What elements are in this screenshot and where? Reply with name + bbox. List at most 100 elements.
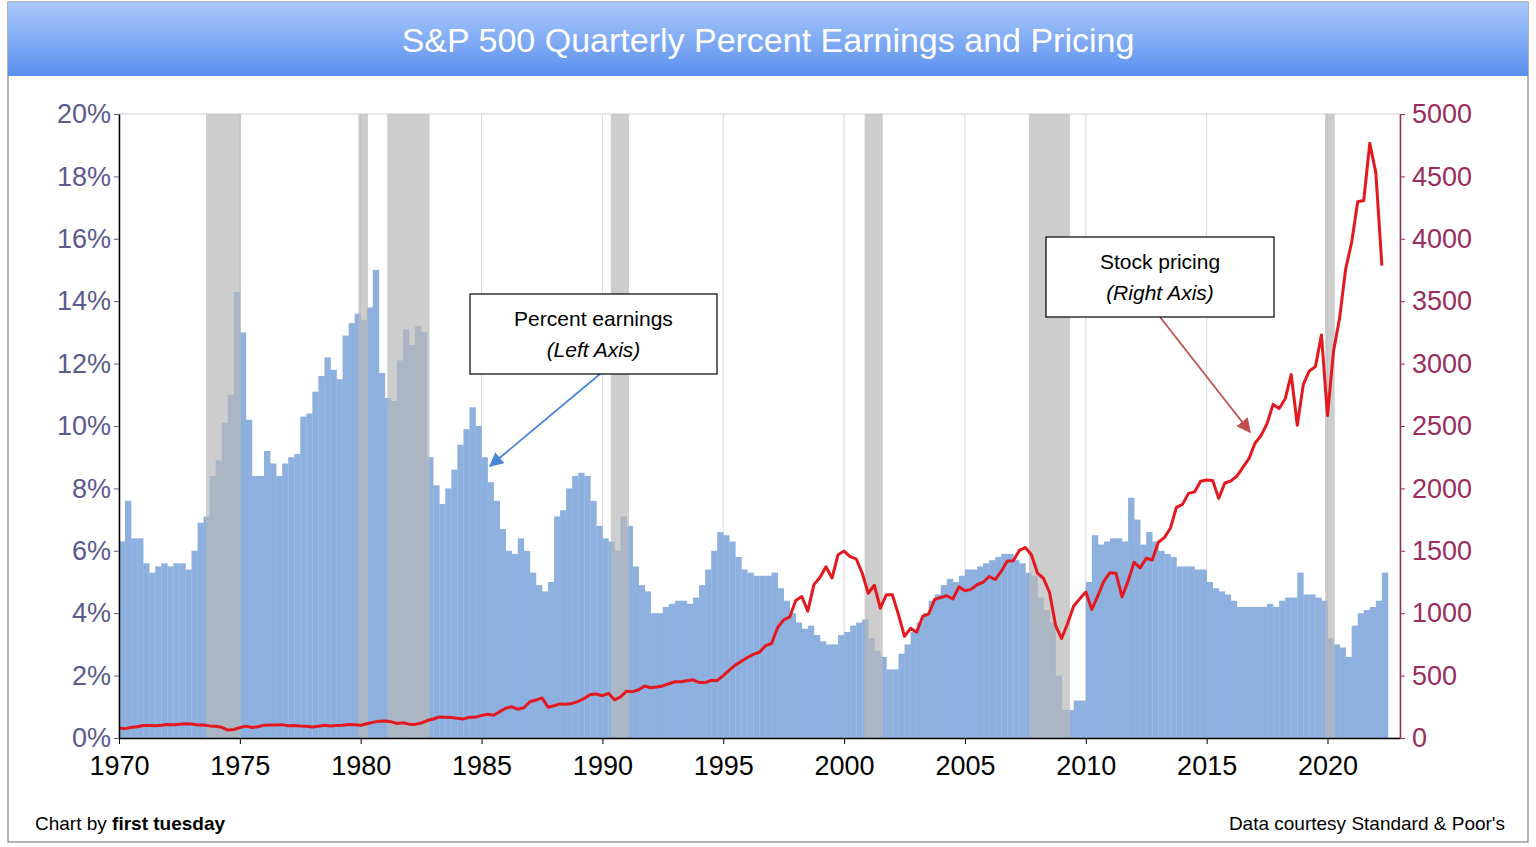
bar	[639, 585, 645, 738]
y-axis-left: 0%2%4%6%8%10%12%14%16%18%20%	[57, 99, 120, 753]
tick-label: 1500	[1412, 536, 1472, 566]
bar	[125, 501, 131, 738]
annotation-arrow	[1160, 317, 1250, 432]
bar	[959, 576, 965, 738]
title-bar	[8, 2, 1528, 76]
bar	[693, 598, 699, 738]
bar	[1340, 648, 1346, 738]
bar	[1110, 538, 1116, 738]
tick-mark	[361, 738, 362, 744]
y-axis-right: 0500100015002000250030003500400045005000	[1400, 99, 1472, 753]
bar	[548, 582, 554, 738]
tick-label: 2010	[1056, 751, 1116, 781]
bar	[337, 379, 343, 738]
recession-band	[387, 114, 429, 738]
bar-series	[119, 270, 1388, 738]
tick-label: 1995	[694, 751, 754, 781]
tick: 1000	[1400, 598, 1472, 628]
tick-mark	[114, 176, 119, 177]
bar	[826, 644, 832, 738]
tick-mark	[114, 364, 119, 365]
bar	[838, 635, 844, 738]
bar	[536, 585, 542, 738]
annotation-note: (Right Axis)	[1106, 281, 1214, 304]
bar	[802, 629, 808, 738]
bar	[1309, 594, 1315, 738]
tick-mark	[114, 114, 119, 115]
bar	[1189, 566, 1195, 738]
bar	[494, 501, 500, 738]
bar	[185, 570, 191, 738]
tick-mark	[602, 738, 603, 744]
tick-label: 1980	[331, 751, 391, 781]
bar	[482, 457, 488, 738]
tick: 500	[1400, 661, 1457, 691]
bar	[318, 376, 324, 738]
bar	[772, 573, 778, 738]
tick-label: 2020	[1298, 751, 1358, 781]
bar	[651, 613, 657, 738]
tick-label: 4500	[1412, 162, 1472, 192]
recession-band	[1029, 114, 1070, 738]
tick: 4500	[1400, 162, 1472, 192]
bar	[167, 566, 173, 738]
tick-label: 8%	[72, 474, 111, 504]
bar	[324, 357, 330, 738]
tick: 0	[1400, 723, 1427, 753]
bar	[766, 576, 772, 738]
bar	[373, 270, 379, 738]
tick-mark	[114, 239, 119, 240]
bar	[723, 535, 729, 738]
tick-label: 3500	[1412, 286, 1472, 316]
credit-part: Chart by	[35, 813, 112, 834]
tick-label: 1970	[89, 751, 149, 781]
bar	[1116, 538, 1122, 738]
bar	[977, 566, 983, 738]
tick-mark	[114, 551, 119, 552]
bar	[282, 463, 288, 738]
tick-mark	[1400, 301, 1405, 302]
tick-mark	[1207, 738, 1208, 744]
tick-mark	[482, 738, 483, 744]
annotation-note: (Left Axis)	[547, 338, 641, 361]
tick: 4000	[1400, 224, 1472, 254]
bar	[1201, 570, 1207, 738]
bar	[790, 613, 796, 738]
bar	[760, 576, 766, 738]
bar	[1019, 563, 1025, 738]
bar	[1303, 594, 1309, 738]
tick: 2%	[72, 661, 119, 691]
bar	[717, 532, 723, 738]
tick-mark	[114, 613, 119, 614]
tick-mark	[1400, 613, 1405, 614]
tick: 3000	[1400, 349, 1472, 379]
chart-frame	[8, 2, 1528, 842]
tick-mark	[1327, 738, 1328, 744]
tick-label: 0%	[72, 723, 111, 753]
recession-band	[358, 114, 368, 738]
bar	[488, 482, 494, 738]
tick-label: 4000	[1412, 224, 1472, 254]
tick: 2000	[1400, 474, 1472, 504]
bar	[1291, 598, 1297, 738]
bar	[711, 551, 717, 738]
tick: 20%	[57, 99, 119, 129]
bar	[1146, 532, 1152, 738]
grid	[119, 114, 1327, 738]
tick-label: 12%	[57, 349, 111, 379]
tick-mark	[114, 301, 119, 302]
bar	[192, 551, 198, 738]
bar	[1382, 573, 1388, 738]
bar	[663, 607, 669, 738]
bar	[457, 445, 463, 738]
bar	[1352, 626, 1358, 738]
tick-label: 2015	[1177, 751, 1237, 781]
tick: 18%	[57, 162, 119, 192]
bar	[270, 463, 276, 738]
annotation-box	[1046, 237, 1274, 317]
bar	[929, 601, 935, 738]
bar	[971, 570, 977, 738]
bar	[330, 370, 336, 738]
tick-mark	[1400, 364, 1405, 365]
bar	[905, 644, 911, 738]
